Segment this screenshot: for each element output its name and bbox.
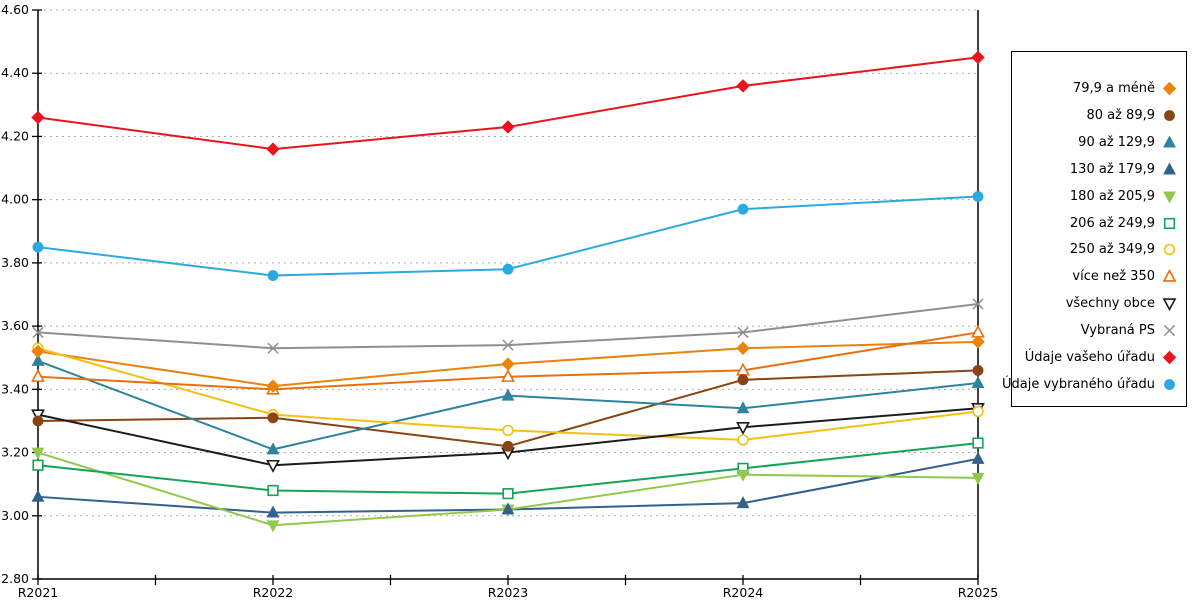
legend-item: 130 až 179,9	[1018, 156, 1177, 183]
triangle-up-marker-icon	[1162, 269, 1177, 283]
circle-marker-icon	[1163, 244, 1176, 256]
legend-label: 206 až 249,9	[1069, 215, 1155, 231]
circle-marker-icon	[1164, 109, 1175, 121]
legend: 79,9 a méně 80 až 89,9 90 až 129,9 130 až 1…	[1002, 51, 1187, 407]
x-tick-label: R2021	[18, 585, 59, 600]
x-tick-label: R2023	[488, 585, 529, 600]
legend-label: 90 až 129,9	[1078, 134, 1155, 150]
circle-marker-icon	[1164, 379, 1175, 391]
square-marker-icon	[1163, 217, 1176, 229]
y-tick-label: 4.60	[1, 2, 29, 17]
legend-label: 180 až 205,9	[1069, 188, 1155, 204]
series-line--daje-vybran-ho-adu	[37, 195, 979, 277]
legend-label: 79,9 a méně	[1072, 80, 1155, 96]
legend-item: Vybraná PS	[1018, 317, 1177, 344]
y-tick-label: 2.80	[1, 571, 29, 586]
y-tick-label: 4.40	[1, 65, 29, 80]
legend-item: Údaje vybraného úřadu	[1002, 371, 1177, 398]
legend-item: 250 až 349,9	[1018, 237, 1177, 264]
triangle-down-marker-icon	[1163, 191, 1176, 204]
legend-label: Vybraná PS	[1080, 323, 1155, 339]
legend-item: 79,9 a méně	[1018, 75, 1177, 102]
legend-item: 80 až 89,9	[1018, 102, 1177, 129]
x-tick-label: R2022	[253, 585, 294, 600]
legend-label: Údaje vybraného úřadu	[1001, 377, 1155, 393]
legend-label: 250 až 349,9	[1069, 242, 1155, 258]
legend-item: 90 až 129,9	[1018, 129, 1177, 156]
legend-label: více než 350	[1072, 269, 1155, 285]
y-tick-label: 3.20	[1, 445, 29, 460]
y-tick-label: 3.80	[1, 255, 29, 270]
legend-label: 80 až 89,9	[1086, 107, 1155, 123]
triangle-down-marker-icon	[1162, 298, 1177, 312]
y-tick-label: 3.40	[1, 381, 29, 396]
y-tick-label: 4.20	[1, 128, 29, 143]
legend-label: Údaje vašeho úřadu	[1024, 350, 1155, 366]
y-tick-label: 3.00	[1, 508, 29, 523]
legend-label: 130 až 179,9	[1069, 161, 1155, 177]
triangle-up-marker-icon	[1163, 135, 1176, 148]
x-tick-label: R2024	[723, 585, 764, 600]
diamond-marker-icon	[1162, 81, 1177, 96]
y-tick-label: 4.00	[1, 192, 29, 207]
legend-item: 206 až 249,9	[1018, 210, 1177, 237]
legend-label: všechny obce	[1065, 296, 1155, 312]
triangle-up-marker-icon	[1163, 162, 1176, 175]
y-tick-label: 3.60	[1, 318, 29, 333]
diamond-marker-icon	[1162, 350, 1177, 365]
x-marker-icon	[1163, 325, 1176, 337]
legend-item: 180 až 205,9	[1018, 183, 1177, 210]
legend-item: Údaje vašeho úřadu	[1018, 344, 1177, 371]
series-line--daje-va-eho-adu	[37, 56, 979, 151]
x-tick-label: R2025	[958, 585, 999, 600]
legend-item: více než 350	[1018, 263, 1177, 290]
legend-item: všechny obce	[1018, 290, 1177, 317]
